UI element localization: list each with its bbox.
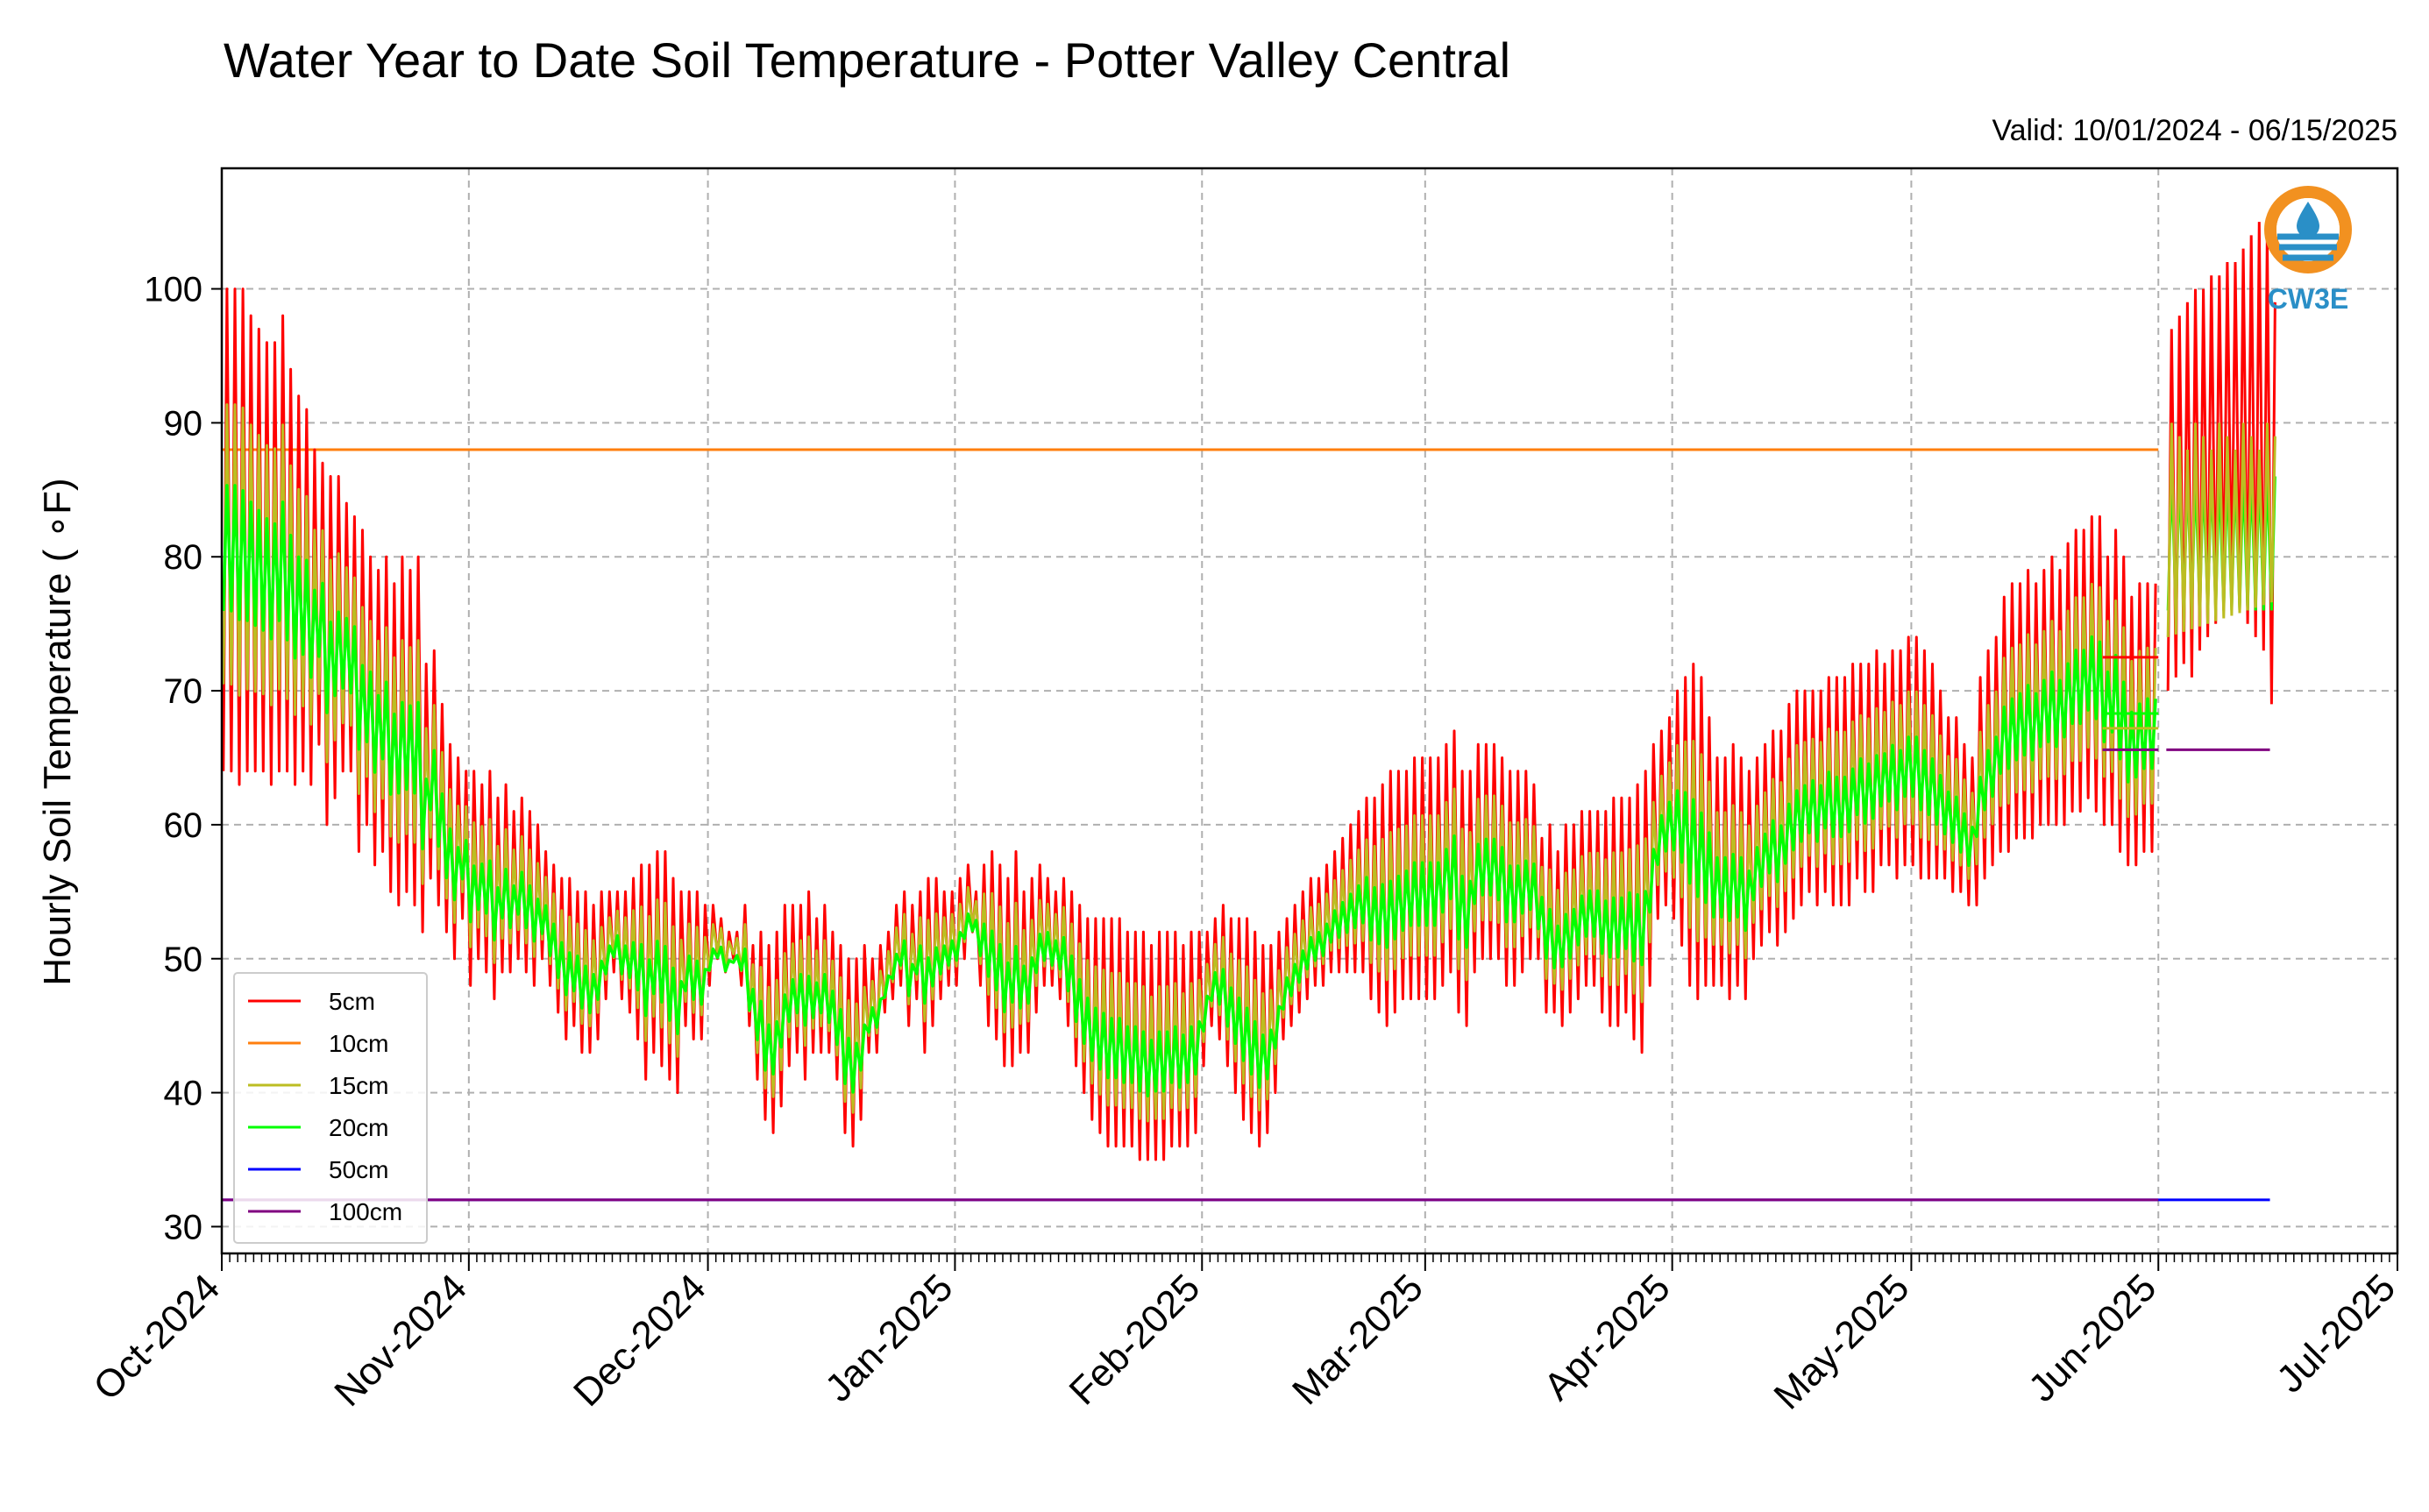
x-tick-label: Apr-2025 bbox=[1536, 1266, 1679, 1409]
legend-label-15cm: 15cm bbox=[329, 1072, 388, 1099]
y-tick-label: 70 bbox=[164, 672, 203, 711]
x-tick-label: Jan-2025 bbox=[817, 1266, 961, 1409]
legend-label-20cm: 20cm bbox=[329, 1114, 388, 1141]
water-drop-icon bbox=[2297, 202, 2319, 238]
y-axis-label: Hourly Soil Temperature ( ∘F) bbox=[36, 478, 79, 985]
series-layer bbox=[222, 222, 2276, 1202]
plot-frame bbox=[220, 167, 2399, 1255]
x-tick-label: Mar-2025 bbox=[1284, 1266, 1431, 1413]
x-tick-label: Dec-2024 bbox=[565, 1266, 714, 1415]
series-20cm-line bbox=[222, 484, 2157, 1098]
legend-label-5cm: 5cm bbox=[329, 988, 375, 1015]
series-15cm-line bbox=[222, 403, 2157, 1123]
legend-label-10cm: 10cm bbox=[329, 1030, 388, 1057]
legend: 5cm 10cm 15cm 20cm 50cm 100cm bbox=[233, 972, 428, 1244]
x-tick-label: Oct-2024 bbox=[85, 1266, 228, 1409]
legend-box bbox=[233, 972, 428, 1244]
series-15cm-june-line bbox=[2166, 422, 2276, 637]
y-tick-label: 50 bbox=[164, 941, 203, 979]
chart-title: Water Year to Date Soil Temperature - Po… bbox=[224, 32, 1510, 88]
legend-label-100cm: 100cm bbox=[329, 1198, 402, 1225]
x-tick-label: Jun-2025 bbox=[2021, 1266, 2164, 1409]
x-tick-label: Feb-2025 bbox=[1061, 1266, 1208, 1413]
y-tick-label: 100 bbox=[144, 271, 202, 309]
y-tick-label: 60 bbox=[164, 806, 203, 845]
cw3e-logo: CW3E bbox=[2264, 186, 2352, 315]
x-tick-label: Nov-2024 bbox=[326, 1266, 475, 1415]
x-tick-label: May-2025 bbox=[1765, 1266, 1917, 1417]
y-tick-label: 40 bbox=[164, 1075, 203, 1113]
y-tick-label: 90 bbox=[164, 404, 203, 443]
legend-label-50cm: 50cm bbox=[329, 1156, 388, 1183]
y-tick-label: 80 bbox=[164, 538, 203, 577]
logo-text: CW3E bbox=[2268, 283, 2348, 315]
x-tick-label: Jul-2025 bbox=[2269, 1266, 2404, 1401]
y-tick-label: 30 bbox=[164, 1208, 203, 1246]
chart-subtitle: Valid: 10/01/2024 - 06/15/2025 bbox=[1992, 114, 2397, 147]
logo-ring-icon bbox=[2264, 186, 2352, 273]
